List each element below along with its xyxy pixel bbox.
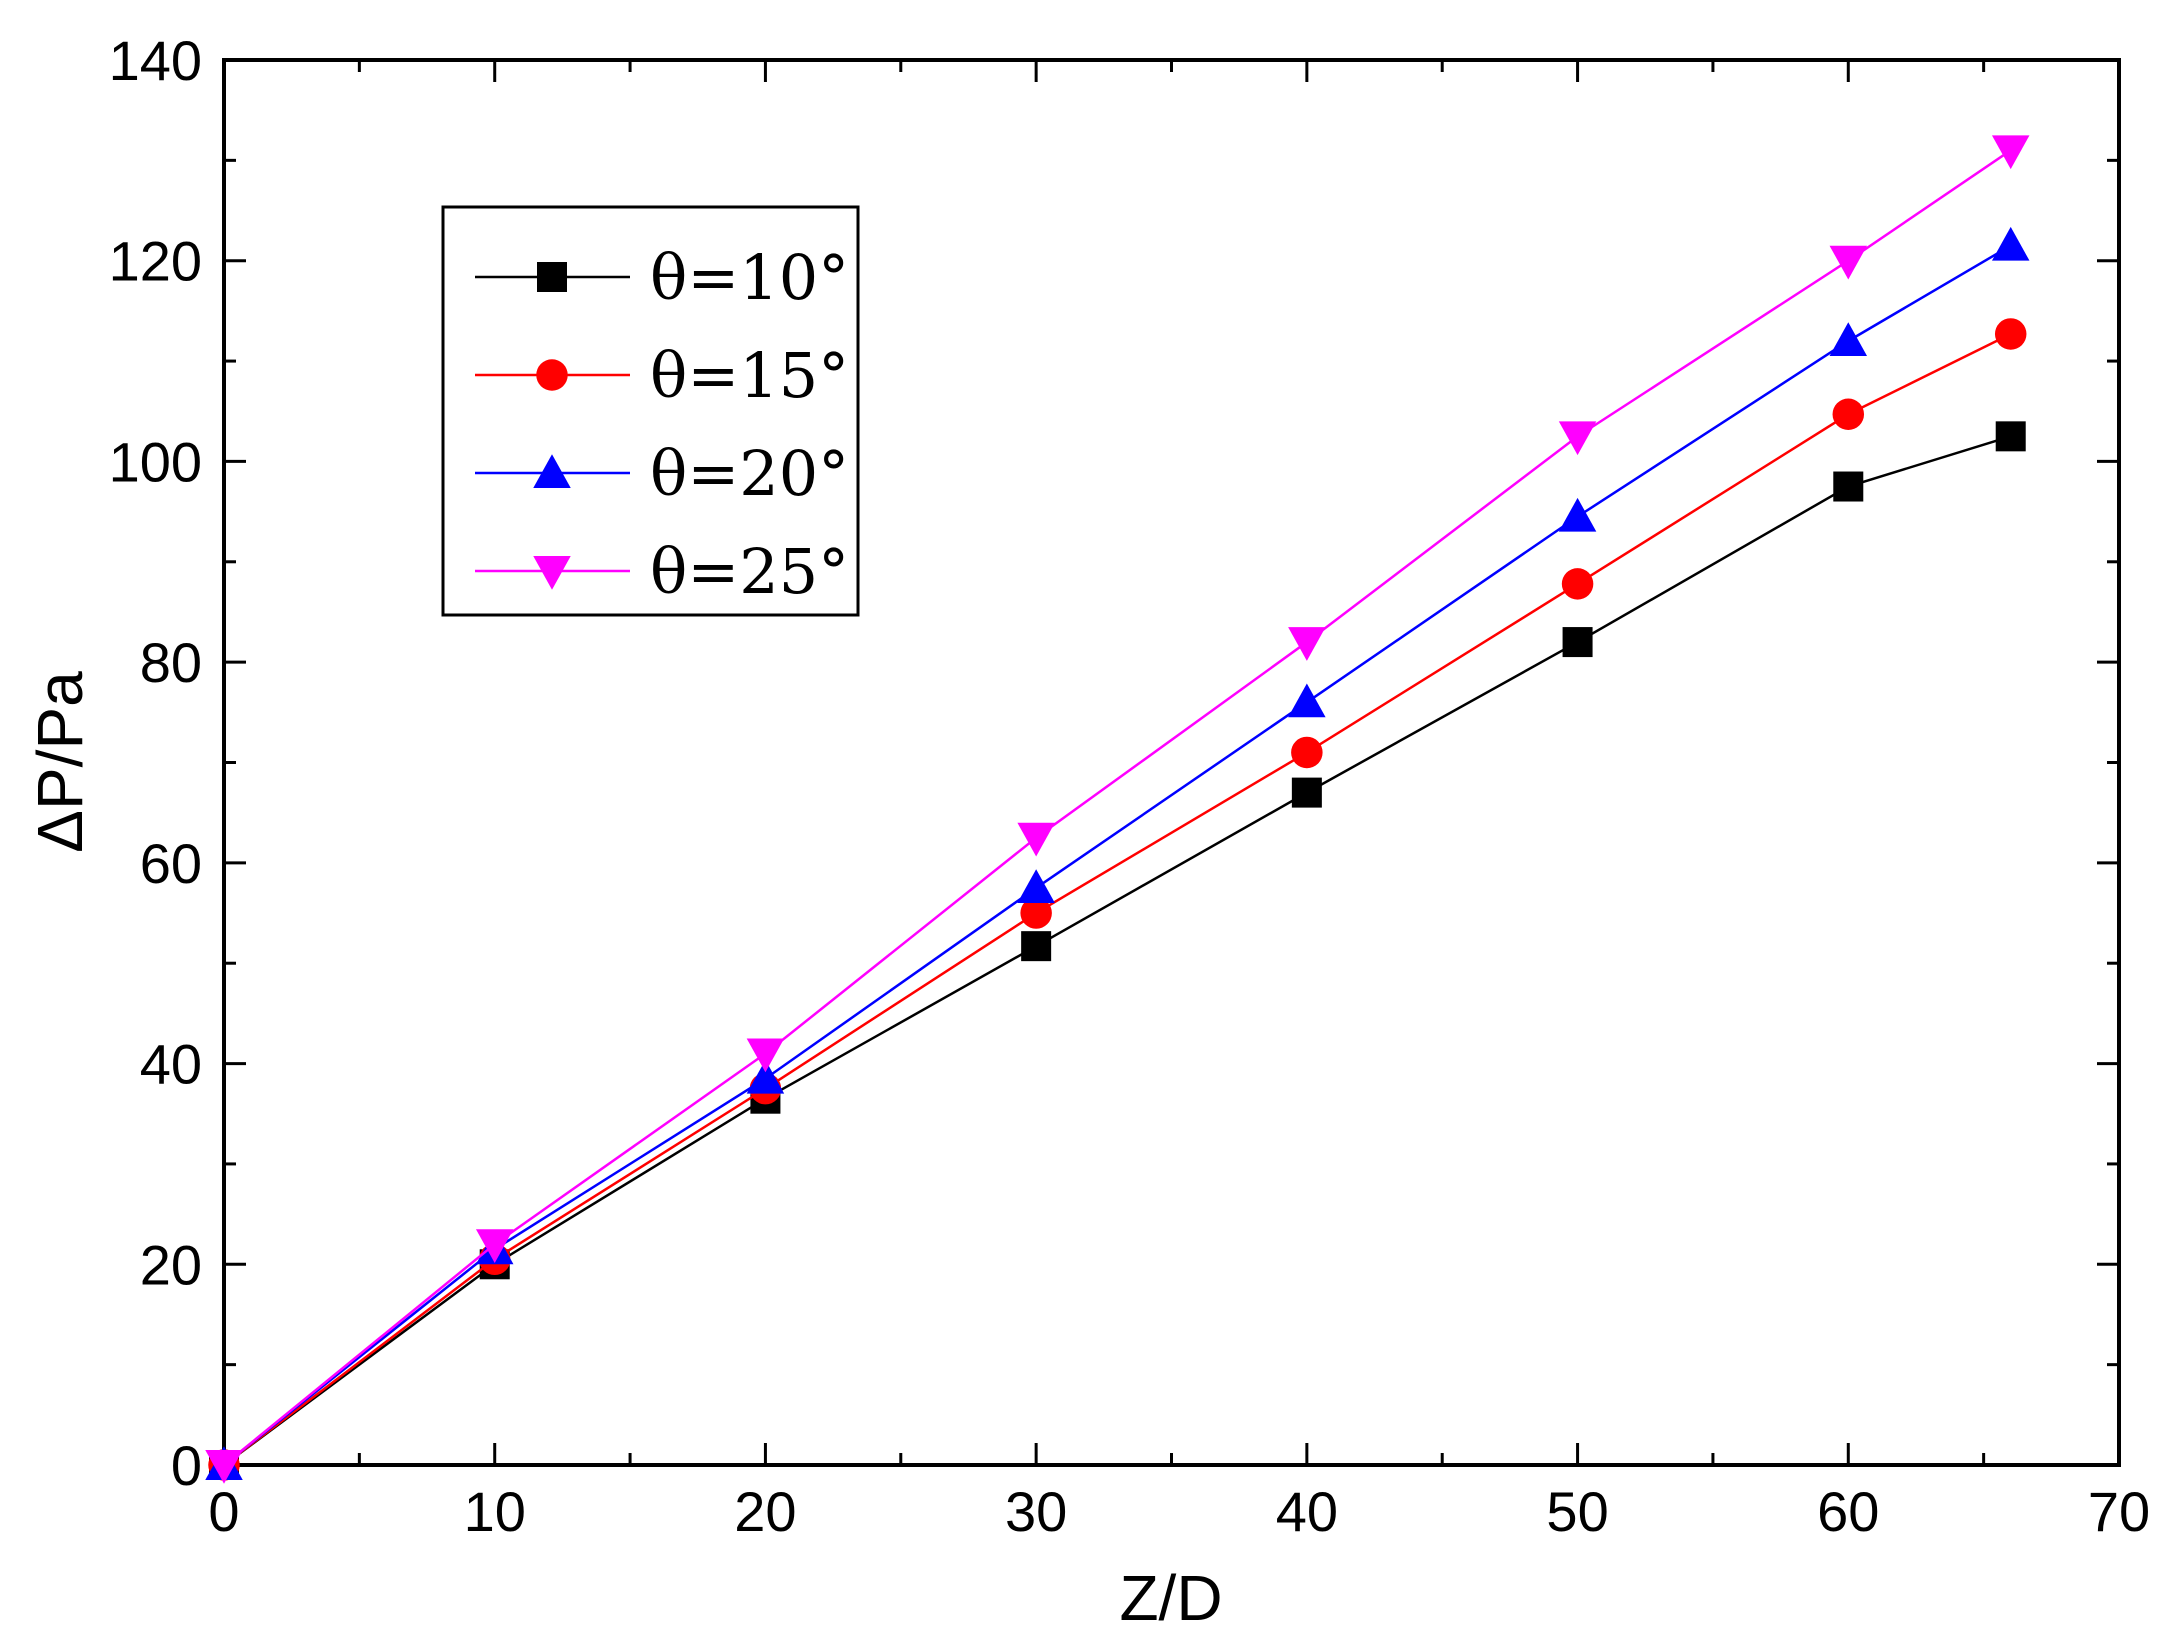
tick-labels: 0 10 20 30 40 50 60 70 0 20 40 60 80 100 120 140: [109, 29, 2151, 1543]
data-point: [746, 1059, 785, 1094]
data-point: [537, 262, 567, 292]
data-point: [205, 1450, 243, 1484]
data-point: [1561, 568, 1594, 600]
data-point: [1021, 931, 1052, 962]
legend-label: θ=10°: [650, 241, 849, 314]
x-tick-label: 70: [2088, 1480, 2150, 1543]
data-point: [1833, 471, 1864, 502]
data-point: [1020, 897, 1052, 929]
series-line: [223, 244, 2012, 1466]
data-point: [1558, 421, 1597, 456]
series-line: [223, 149, 2012, 1466]
y-tick-label: 120: [109, 230, 202, 293]
data-point: [1994, 318, 2027, 350]
data-point: [1017, 869, 1055, 903]
data-point: [533, 556, 571, 590]
y-axis-title: ΔP/Pa: [24, 671, 96, 853]
data-point: [1991, 226, 2030, 261]
data-point: [1291, 777, 1322, 808]
data-point: [536, 359, 568, 391]
data-point: [1288, 683, 1326, 718]
series-square: [209, 421, 2026, 1480]
data-point: [475, 1229, 514, 1263]
data-point: [1829, 322, 1868, 356]
x-axis-title: Z/D: [1119, 1562, 1222, 1634]
series-triangle-down: [205, 135, 2030, 1484]
legend-label: θ=15°: [650, 339, 849, 412]
y-tick-label: 80: [140, 631, 202, 694]
data-point: [746, 1038, 785, 1073]
axis-ticks: [222, 58, 2121, 1467]
y-tick-label: 0: [171, 1434, 202, 1497]
x-tick-label: 60: [1817, 1480, 1879, 1543]
series-triangle-up: [205, 226, 2030, 1480]
legend: θ=10° θ=15° θ=20° θ=25°: [441, 205, 860, 617]
legend-label: θ=20°: [650, 437, 849, 510]
data-point: [1017, 822, 1055, 857]
data-point: [1995, 421, 2026, 452]
y-tick-label: 100: [109, 430, 202, 493]
data-point: [533, 454, 571, 488]
y-tick-label: 40: [140, 1033, 202, 1096]
x-tick-label: 50: [1546, 1480, 1608, 1543]
data-point: [1991, 135, 2030, 170]
x-tick-label: 30: [1005, 1480, 1067, 1543]
y-tick-label: 140: [109, 29, 202, 92]
legend-box: [441, 205, 860, 617]
x-tick-label: 0: [208, 1480, 239, 1543]
data-point: [1291, 736, 1323, 769]
y-tick-label: 20: [140, 1233, 202, 1296]
series-layer: [205, 135, 2030, 1484]
y-tick-label: 60: [140, 832, 202, 895]
data-point: [1288, 627, 1326, 661]
x-tick-label: 20: [734, 1480, 796, 1543]
data-point: [1562, 627, 1593, 658]
series-line: [223, 435, 2012, 1467]
x-tick-label: 10: [464, 1480, 526, 1543]
data-point: [1832, 398, 1865, 431]
series-line: [223, 332, 2012, 1466]
x-tick-label: 40: [1276, 1480, 1338, 1543]
data-point: [1829, 245, 1868, 280]
data-point: [1558, 497, 1597, 532]
legend-label: θ=25°: [650, 535, 849, 608]
